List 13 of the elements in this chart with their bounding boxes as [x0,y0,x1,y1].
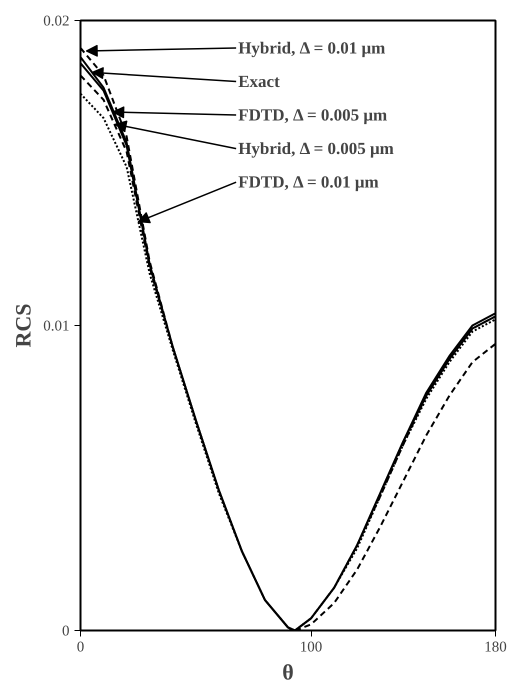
annotation: FDTD, Δ = 0.01 μm [238,172,379,192]
y-tick-label: 0.01 [43,318,70,334]
x-tick-label: 0 [76,640,84,656]
annotation: Hybrid, Δ = 0.005 μm [238,139,394,158]
annotation: Hybrid, Δ = 0.01 μm [238,38,386,58]
y-tick-label: 0.02 [43,14,70,30]
y-axis-title: RCS [10,303,36,348]
x-axis-title: θ [282,660,294,684]
x-tick-label: 100 [300,640,322,656]
annotation: FDTD, Δ = 0.005 μm [238,106,388,125]
x-tick-label: 180 [484,640,507,656]
annotation: Exact [238,72,280,91]
y-tick-label: 0 [62,624,70,640]
